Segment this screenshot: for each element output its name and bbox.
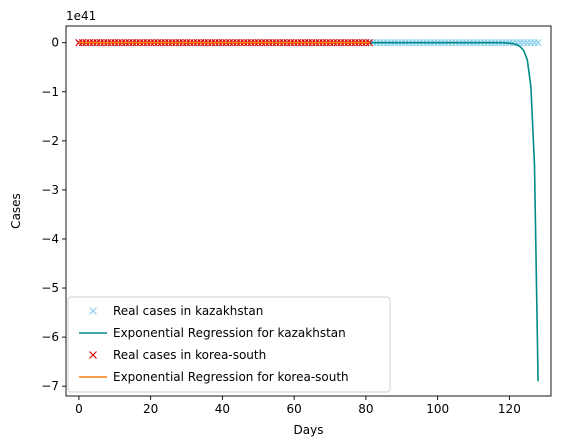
x-tick-label: 100 — [426, 402, 449, 416]
y-tick-label: −6 — [41, 330, 59, 344]
x-tick-label: 60 — [287, 402, 302, 416]
y-tick-label: −1 — [41, 85, 59, 99]
y-tick-label: −2 — [41, 134, 59, 148]
x-tick-label: 20 — [143, 402, 158, 416]
axes-layer: 0 20 40 60 80 100 120 0 −1 −2 −3 −4 −5 −6 −7 — [41, 25, 552, 416]
y-tick-label: −7 — [41, 379, 59, 393]
data-point — [534, 39, 542, 47]
legend-marker — [89, 351, 97, 359]
x-tick-label: 40 — [215, 402, 230, 416]
y-offset-label: 1e41 — [66, 9, 96, 23]
legend-label: Exponential Regression for korea-south — [113, 370, 349, 384]
y-tick-label: −5 — [41, 281, 59, 295]
legend-box — [67, 296, 391, 393]
x-tick-label: 0 — [75, 402, 83, 416]
y-tick-label: −4 — [41, 232, 59, 246]
data-point — [365, 39, 374, 47]
y-tick-label: 0 — [51, 36, 59, 50]
x-axis-label: Days — [294, 423, 324, 437]
series-layer — [75, 39, 542, 382]
legend-label: Real cases in kazakhstan — [113, 304, 263, 318]
legend: Real cases in kazakhstan Exponential Regr… — [67, 296, 391, 393]
series-line — [78, 41, 539, 382]
axes-frame — [65, 25, 552, 397]
x-tick-label: 80 — [358, 402, 373, 416]
legend-label: Real cases in korea-south — [113, 348, 266, 362]
legend-marker — [89, 307, 97, 315]
y-tick-label: −3 — [41, 183, 59, 197]
legend-label: Exponential Regression for kazakhstan — [113, 326, 346, 340]
series-2 — [78, 41, 539, 382]
y-axis-label: Cases — [9, 193, 23, 229]
x-tick-label: 120 — [498, 402, 521, 416]
